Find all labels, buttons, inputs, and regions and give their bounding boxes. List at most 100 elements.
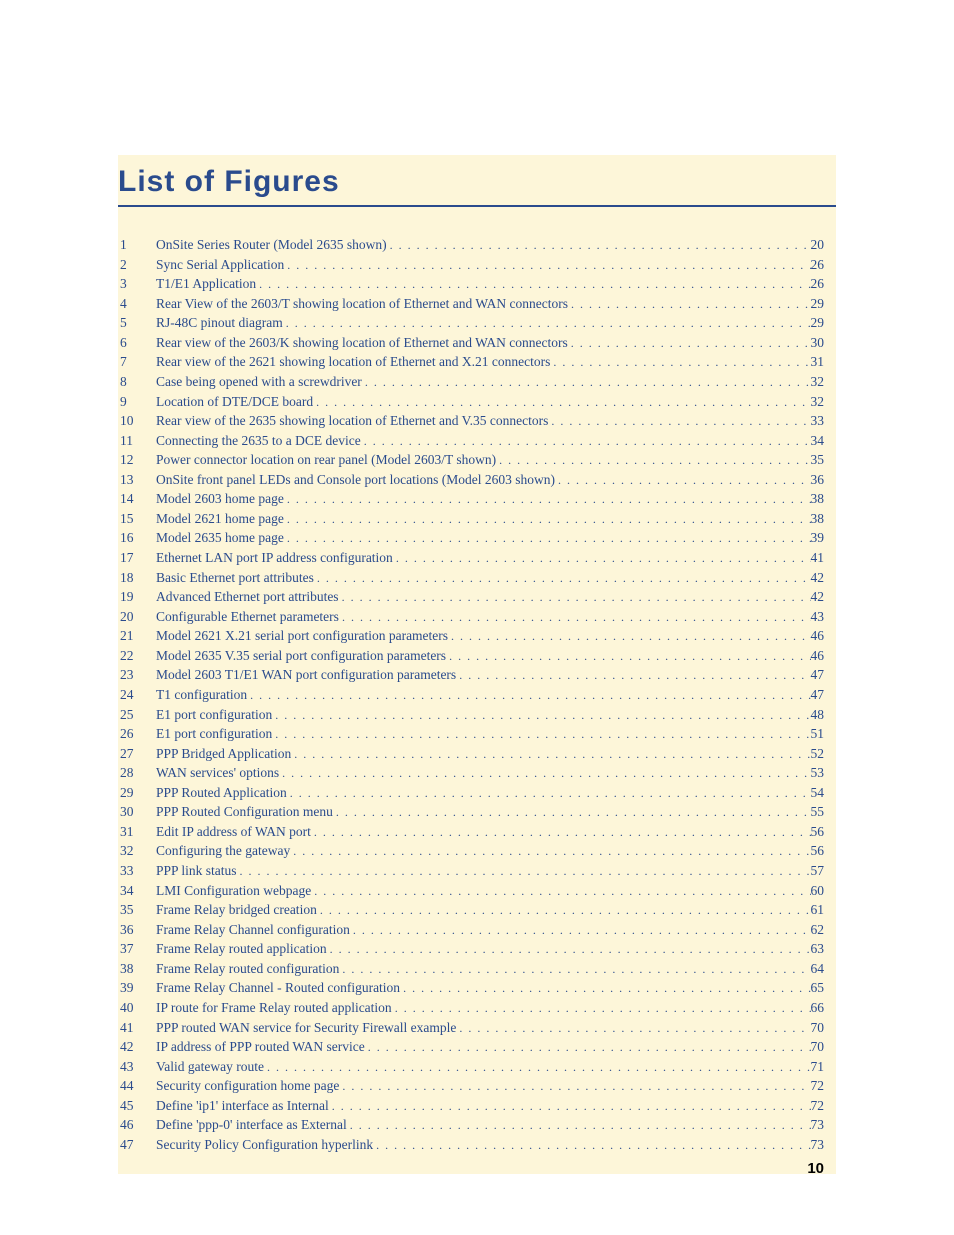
figure-entry[interactable]: 10Rear view of the 2635 showing location…	[118, 411, 824, 431]
figure-entry[interactable]: 6Rear view of the 2603/K showing locatio…	[118, 333, 824, 353]
leader-dots: . . . . . . . . . . . . . . . . . . . . …	[284, 491, 811, 508]
figure-entry[interactable]: 4Rear View of the 2603/T showing locatio…	[118, 294, 824, 314]
figure-entry[interactable]: 41PPP routed WAN service for Security Fi…	[118, 1018, 824, 1038]
figure-entry[interactable]: 36Frame Relay Channel configuration . . …	[118, 920, 824, 940]
figure-entry[interactable]: 12Power connector location on rear panel…	[118, 450, 824, 470]
figure-label: Rear View of the 2603/T showing location…	[156, 294, 568, 314]
figure-label-wrap: Valid gateway route . . . . . . . . . . …	[156, 1057, 824, 1077]
figure-entry[interactable]: 46Define 'ppp-0' interface as External .…	[118, 1115, 824, 1135]
figure-label-wrap: WAN services' options . . . . . . . . . …	[156, 763, 824, 783]
figure-entry[interactable]: 29PPP Routed Application . . . . . . . .…	[118, 783, 824, 803]
figure-entry[interactable]: 17Ethernet LAN port IP address configura…	[118, 548, 824, 568]
figure-label: Power connector location on rear panel (…	[156, 450, 496, 470]
figure-entry[interactable]: 20Configurable Ethernet parameters . . .…	[118, 607, 824, 627]
figure-label-wrap: Security Policy Configuration hyperlink …	[156, 1135, 824, 1155]
leader-dots: . . . . . . . . . . . . . . . . . . . . …	[568, 335, 811, 352]
figure-page: 32	[811, 392, 825, 412]
figure-entry[interactable]: 35Frame Relay bridged creation . . . . .…	[118, 900, 824, 920]
figure-entry[interactable]: 44Security configuration home page . . .…	[118, 1076, 824, 1096]
figure-entry[interactable]: 27PPP Bridged Application . . . . . . . …	[118, 744, 824, 764]
figure-entry[interactable]: 42IP address of PPP routed WAN service .…	[118, 1037, 824, 1057]
figure-entry[interactable]: 39Frame Relay Channel - Routed configura…	[118, 978, 824, 998]
figure-entry[interactable]: 9Location of DTE/DCE board . . . . . . .…	[118, 392, 824, 412]
leader-dots: . . . . . . . . . . . . . . . . . . . . …	[373, 1137, 810, 1154]
figure-entry[interactable]: 47Security Policy Configuration hyperlin…	[118, 1135, 824, 1155]
figure-entry[interactable]: 19Advanced Ethernet port attributes . . …	[118, 587, 824, 607]
figure-number: 9	[118, 392, 156, 412]
figure-entry[interactable]: 15Model 2621 home page . . . . . . . . .…	[118, 509, 824, 529]
leader-dots: . . . . . . . . . . . . . . . . . . . . …	[361, 433, 811, 450]
figure-entry[interactable]: 22Model 2635 V.35 serial port configurat…	[118, 646, 824, 666]
figure-label: Rear view of the 2635 showing location o…	[156, 411, 548, 431]
figure-entry[interactable]: 40IP route for Frame Relay routed applic…	[118, 998, 824, 1018]
leader-dots: . . . . . . . . . . . . . . . . . . . . …	[568, 296, 811, 313]
figure-entry[interactable]: 23Model 2603 T1/E1 WAN port configuratio…	[118, 665, 824, 685]
figure-entry[interactable]: 25E1 port configuration . . . . . . . . …	[118, 705, 824, 725]
figure-number: 13	[118, 470, 156, 490]
figure-label: Rear view of the 2603/K showing location…	[156, 333, 568, 353]
figure-entry[interactable]: 45Define 'ip1' interface as Internal . .…	[118, 1096, 824, 1116]
figure-page: 66	[811, 998, 825, 1018]
figure-number: 20	[118, 607, 156, 627]
figure-label-wrap: Model 2603 home page . . . . . . . . . .…	[156, 489, 824, 509]
figure-number: 23	[118, 665, 156, 685]
figure-label-wrap: Sync Serial Application . . . . . . . . …	[156, 255, 824, 275]
figure-label-wrap: Model 2621 home page . . . . . . . . . .…	[156, 509, 824, 529]
figure-entry[interactable]: 3T1/E1 Application . . . . . . . . . . .…	[118, 274, 824, 294]
figure-entry[interactable]: 5RJ-48C pinout diagram . . . . . . . . .…	[118, 313, 824, 333]
figure-entry[interactable]: 28WAN services' options . . . . . . . . …	[118, 763, 824, 783]
figure-label-wrap: Define 'ppp-0' interface as External . .…	[156, 1115, 824, 1135]
figure-entry[interactable]: 30PPP Routed Configuration menu . . . . …	[118, 802, 824, 822]
figure-label-wrap: Location of DTE/DCE board . . . . . . . …	[156, 392, 824, 412]
figure-number: 5	[118, 313, 156, 333]
figure-entry[interactable]: 16Model 2635 home page . . . . . . . . .…	[118, 528, 824, 548]
figure-number: 10	[118, 411, 156, 431]
figure-label: Define 'ppp-0' interface as External	[156, 1115, 347, 1135]
figure-page: 72	[811, 1096, 825, 1116]
figure-label: Rear view of the 2621 showing location o…	[156, 352, 550, 372]
figure-label-wrap: PPP Bridged Application . . . . . . . . …	[156, 744, 824, 764]
figure-entry[interactable]: 13OnSite front panel LEDs and Console po…	[118, 470, 824, 490]
figure-number: 6	[118, 333, 156, 353]
figure-entry[interactable]: 33PPP link status . . . . . . . . . . . …	[118, 861, 824, 881]
figure-page: 38	[811, 489, 825, 509]
figure-entry[interactable]: 14Model 2603 home page . . . . . . . . .…	[118, 489, 824, 509]
figure-number: 44	[118, 1076, 156, 1096]
leader-dots: . . . . . . . . . . . . . . . . . . . . …	[237, 863, 811, 880]
figure-label-wrap: Model 2603 T1/E1 WAN port configuration …	[156, 665, 824, 685]
figure-label: T1 configuration	[156, 685, 247, 705]
figure-number: 39	[118, 978, 156, 998]
figure-entry[interactable]: 32Configuring the gateway . . . . . . . …	[118, 841, 824, 861]
figure-entry[interactable]: 37Frame Relay routed application . . . .…	[118, 939, 824, 959]
figure-number: 2	[118, 255, 156, 275]
figure-page: 46	[811, 626, 825, 646]
figure-number: 41	[118, 1018, 156, 1038]
figure-entry[interactable]: 8Case being opened with a screwdriver . …	[118, 372, 824, 392]
figure-entry[interactable]: 1OnSite Series Router (Model 2635 shown)…	[118, 235, 824, 255]
figure-label: LMI Configuration webpage	[156, 881, 311, 901]
figure-label: Model 2621 X.21 serial port configuratio…	[156, 626, 448, 646]
figure-label-wrap: Model 2635 V.35 serial port configuratio…	[156, 646, 824, 666]
figure-entry[interactable]: 24T1 configuration . . . . . . . . . . .…	[118, 685, 824, 705]
figure-entry[interactable]: 43Valid gateway route . . . . . . . . . …	[118, 1057, 824, 1077]
figure-entry[interactable]: 38Frame Relay routed configuration . . .…	[118, 959, 824, 979]
leader-dots: . . . . . . . . . . . . . . . . . . . . …	[287, 785, 811, 802]
figure-entry[interactable]: 21Model 2621 X.21 serial port configurat…	[118, 626, 824, 646]
figure-entry[interactable]: 18Basic Ethernet port attributes . . . .…	[118, 568, 824, 588]
figure-number: 14	[118, 489, 156, 509]
leader-dots: . . . . . . . . . . . . . . . . . . . . …	[347, 1117, 811, 1134]
title-wrap: List of Figures	[118, 155, 836, 207]
figure-page: 51	[811, 724, 825, 744]
figure-label-wrap: Configurable Ethernet parameters . . . .…	[156, 607, 824, 627]
figure-page: 47	[811, 685, 825, 705]
figure-entry[interactable]: 2Sync Serial Application . . . . . . . .…	[118, 255, 824, 275]
figure-entry[interactable]: 31Edit IP address of WAN port . . . . . …	[118, 822, 824, 842]
leader-dots: . . . . . . . . . . . . . . . . . . . . …	[550, 354, 810, 371]
figure-entry[interactable]: 26E1 port configuration . . . . . . . . …	[118, 724, 824, 744]
figure-page: 43	[811, 607, 825, 627]
figure-number: 35	[118, 900, 156, 920]
leader-dots: . . . . . . . . . . . . . . . . . . . . …	[339, 1078, 810, 1095]
figure-entry[interactable]: 11Connecting the 2635 to a DCE device . …	[118, 431, 824, 451]
figure-entry[interactable]: 7Rear view of the 2621 showing location …	[118, 352, 824, 372]
figure-entry[interactable]: 34LMI Configuration webpage . . . . . . …	[118, 881, 824, 901]
